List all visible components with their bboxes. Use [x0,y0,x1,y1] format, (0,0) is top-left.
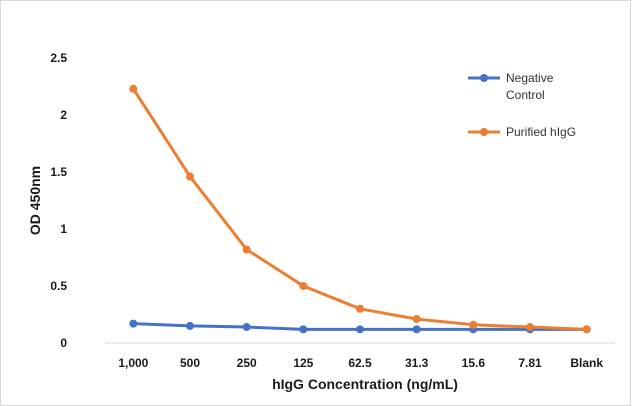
legend-marker [480,74,488,82]
x-tick-label: 7.81 [518,356,542,370]
x-tick-label: 500 [180,356,200,370]
data-point [242,323,251,332]
x-tick-label: 250 [237,356,257,370]
series-layer [129,84,591,334]
data-point [356,325,364,334]
y-tick-label: 1.5 [50,165,67,179]
legend-item: Purified hIgG [468,125,576,139]
y-axis-label: OD 450nm [27,166,43,235]
data-point [186,321,194,330]
y-tick-label: 1 [60,222,67,236]
x-tick-label: 1,000 [118,356,148,370]
data-point [582,325,591,334]
data-point [469,320,478,329]
data-point [242,245,251,254]
legend-label: Negative [506,71,554,85]
y-axis: 0 0.5 1 1.5 2 2.5 [50,51,67,350]
x-tick-label: 31.3 [405,356,429,370]
data-point [412,325,421,334]
x-tick-label: 125 [293,356,313,370]
data-point [299,325,308,334]
legend-label: Control [506,88,545,102]
x-axis: 1,000 500 250 125 62.5 31.3 15.6 7.81 Blank [118,356,603,370]
x-tick-label: Blank [570,356,603,370]
data-point [356,304,364,313]
series-1 [129,84,591,334]
data-point [186,172,194,181]
y-tick-label: 2.5 [50,51,67,65]
x-tick-label: 15.6 [462,356,486,370]
data-point [129,319,138,328]
data-point [299,282,308,290]
legend-label: Purified hIgG [506,125,576,139]
data-point [129,84,138,93]
x-axis-label: hIgG Concentration (ng/mL) [272,376,458,392]
data-point [412,315,421,324]
x-tick-label: 62.5 [348,356,372,370]
data-point [526,323,534,332]
y-tick-label: 0 [60,336,67,350]
legend-marker [480,128,488,136]
legend-item: Negative Control [468,71,554,102]
y-tick-label: 0.5 [50,279,67,293]
y-tick-label: 2 [60,108,67,122]
legend: Negative Control Purified hIgG [468,71,576,139]
